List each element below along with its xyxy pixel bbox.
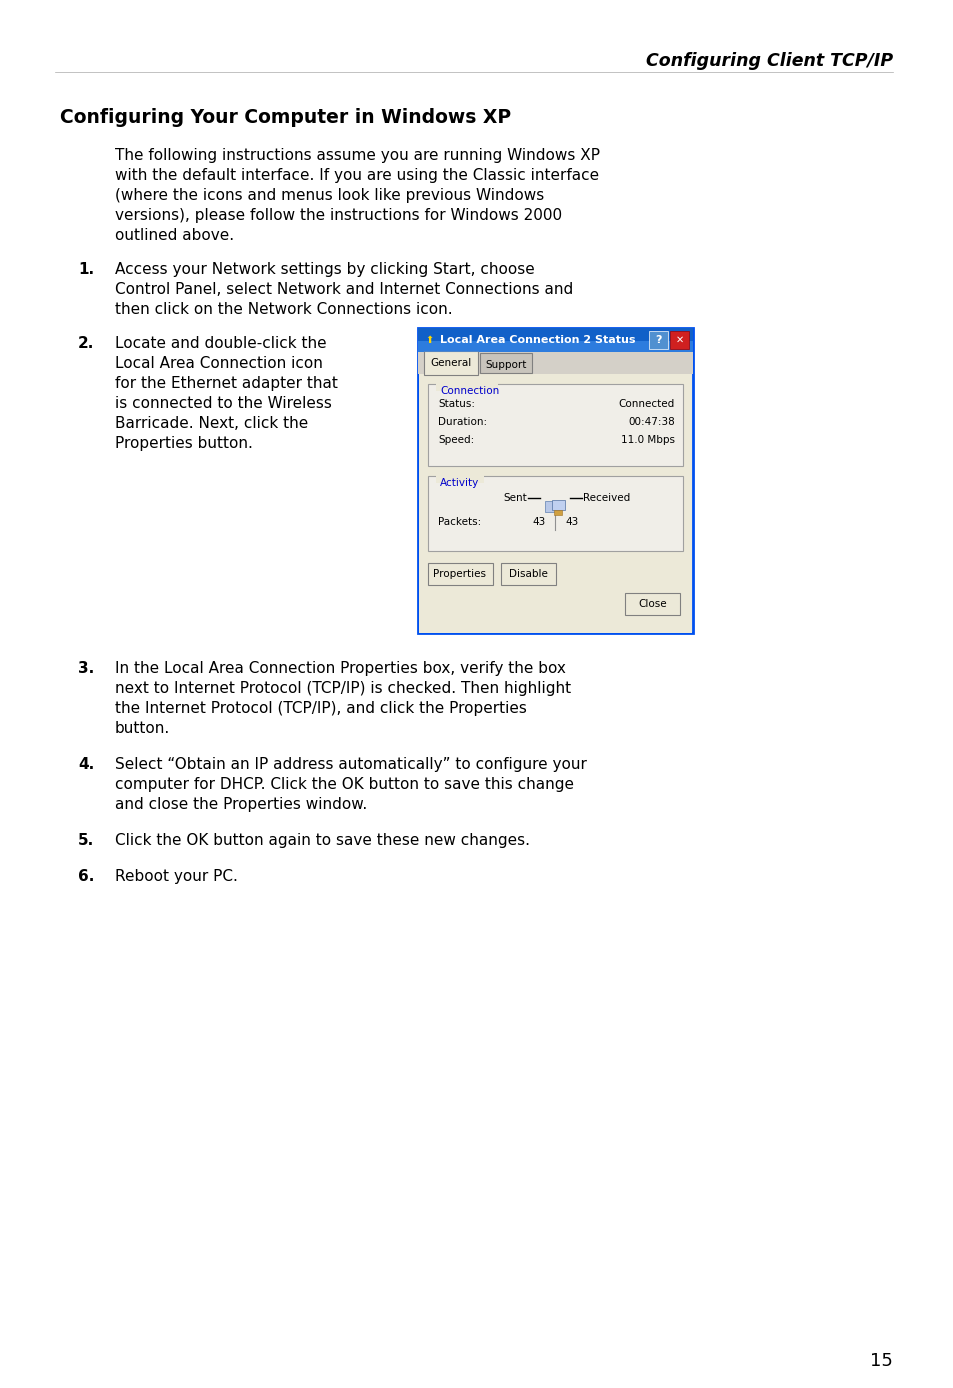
Text: Local Area Connection 2 Status: Local Area Connection 2 Status xyxy=(439,335,635,346)
Text: Duration:: Duration: xyxy=(437,416,487,428)
Text: 43: 43 xyxy=(565,516,578,527)
Text: Connected: Connected xyxy=(618,398,675,409)
Text: ⬆: ⬆ xyxy=(424,335,433,346)
Text: with the default interface. If you are using the Classic interface: with the default interface. If you are u… xyxy=(115,168,598,183)
Text: Speed:: Speed: xyxy=(437,434,474,446)
Text: ✕: ✕ xyxy=(675,335,683,346)
Bar xyxy=(648,330,667,348)
Text: (where the icons and menus look like previous Windows: (where the icons and menus look like pre… xyxy=(115,187,543,203)
Text: and close the Properties window.: and close the Properties window. xyxy=(115,797,367,812)
Bar xyxy=(417,353,692,373)
Text: then click on the Network Connections icon.: then click on the Network Connections ic… xyxy=(115,303,452,316)
Bar xyxy=(545,501,558,512)
Text: Control Panel, select Network and Internet Connections and: Control Panel, select Network and Intern… xyxy=(115,282,573,297)
Text: Status:: Status: xyxy=(437,398,475,409)
FancyBboxPatch shape xyxy=(479,353,532,373)
Text: Activity: Activity xyxy=(439,477,478,489)
Bar xyxy=(436,471,483,483)
Bar xyxy=(436,379,497,391)
Text: The following instructions assume you are running Windows XP: The following instructions assume you ar… xyxy=(115,149,599,162)
Text: Access your Network settings by clicking Start, choose: Access your Network settings by clicking… xyxy=(115,262,535,278)
Text: Properties: Properties xyxy=(433,569,486,579)
Text: versions), please follow the instructions for Windows 2000: versions), please follow the instruction… xyxy=(115,208,561,223)
Bar xyxy=(428,476,682,551)
Text: Support: Support xyxy=(485,359,526,371)
Text: Disable: Disable xyxy=(508,569,547,579)
Text: Locate and double-click the: Locate and double-click the xyxy=(115,336,326,351)
Text: Barricade. Next, click the: Barricade. Next, click the xyxy=(115,416,308,432)
Text: 00:47:38: 00:47:38 xyxy=(628,416,675,428)
Text: In the Local Area Connection Properties box, verify the box: In the Local Area Connection Properties … xyxy=(115,661,565,676)
Text: Configuring Your Computer in Windows XP: Configuring Your Computer in Windows XP xyxy=(60,108,511,126)
Text: Local Area Connection icon: Local Area Connection icon xyxy=(115,355,322,371)
Text: 1.: 1. xyxy=(78,262,94,278)
FancyBboxPatch shape xyxy=(423,351,477,375)
Text: Sent: Sent xyxy=(503,493,527,502)
Bar xyxy=(417,328,692,633)
Text: Received: Received xyxy=(583,493,630,502)
Text: Select “Obtain an IP address automatically” to configure your: Select “Obtain an IP address automatical… xyxy=(115,756,586,772)
Text: Reboot your PC.: Reboot your PC. xyxy=(115,869,237,884)
Bar xyxy=(669,330,688,348)
Text: Packets:: Packets: xyxy=(437,516,480,527)
Bar xyxy=(428,564,493,584)
Bar xyxy=(428,384,682,466)
Bar xyxy=(552,500,565,509)
Bar xyxy=(417,341,692,353)
Bar xyxy=(417,328,692,353)
Text: outlined above.: outlined above. xyxy=(115,228,233,243)
Text: the Internet Protocol (TCP/IP), and click the Properties: the Internet Protocol (TCP/IP), and clic… xyxy=(115,701,526,716)
Text: 4.: 4. xyxy=(78,756,94,772)
Text: ?: ? xyxy=(655,335,661,346)
Text: 5.: 5. xyxy=(78,833,94,848)
Text: Properties button.: Properties button. xyxy=(115,436,253,451)
Text: is connected to the Wireless: is connected to the Wireless xyxy=(115,396,332,411)
Text: 3.: 3. xyxy=(78,661,94,676)
Text: General: General xyxy=(430,358,471,368)
Text: 43: 43 xyxy=(532,516,545,527)
Text: 11.0 Mbps: 11.0 Mbps xyxy=(620,434,675,446)
Bar xyxy=(624,593,679,615)
Text: computer for DHCP. Click the OK button to save this change: computer for DHCP. Click the OK button t… xyxy=(115,777,574,793)
Text: 2.: 2. xyxy=(78,336,94,351)
Bar xyxy=(418,373,691,633)
Bar xyxy=(500,564,556,584)
Text: button.: button. xyxy=(115,720,170,736)
Text: 6.: 6. xyxy=(78,869,94,884)
Text: for the Ethernet adapter that: for the Ethernet adapter that xyxy=(115,376,337,391)
Bar xyxy=(554,509,562,515)
Text: Connection: Connection xyxy=(439,386,498,396)
Text: Click the OK button again to save these new changes.: Click the OK button again to save these … xyxy=(115,833,530,848)
Text: Configuring Client TCP/IP: Configuring Client TCP/IP xyxy=(645,51,892,69)
Text: next to Internet Protocol (TCP/IP) is checked. Then highlight: next to Internet Protocol (TCP/IP) is ch… xyxy=(115,682,571,695)
Text: Close: Close xyxy=(638,600,666,609)
Text: 15: 15 xyxy=(869,1352,892,1370)
